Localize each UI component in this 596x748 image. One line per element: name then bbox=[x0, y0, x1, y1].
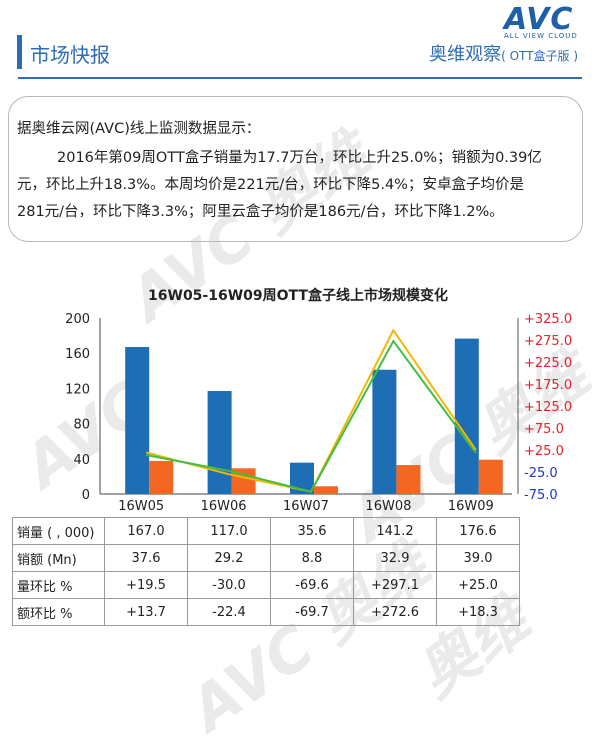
sales-amount-bar bbox=[396, 465, 421, 494]
table-cell: 37.6 bbox=[104, 544, 188, 572]
summary-body: 2016年第09周OTT盒子销量为17.7万台，环比上升25.0%；销额为0.3… bbox=[17, 145, 577, 226]
logo-tagline: ALL VIEW CLOUD bbox=[504, 32, 578, 40]
table-cell: -22.4 bbox=[187, 598, 271, 626]
amount-change-line bbox=[146, 339, 477, 493]
table-cell: 35.6 bbox=[270, 517, 354, 545]
table-cell: +25.0 bbox=[436, 571, 520, 599]
series-name: 奥维观察 bbox=[429, 44, 502, 65]
y2-tick-label: +325.0 bbox=[524, 312, 572, 327]
sales-amount-bar bbox=[149, 460, 174, 494]
data-table: 销量 ( , 000) 167.0 117.0 35.6 141.2 176.6 销额 (M… bbox=[12, 517, 520, 626]
table-cell: 8.8 bbox=[270, 544, 354, 572]
sales-volume-bar bbox=[454, 338, 479, 494]
table-cell: 141.2 bbox=[353, 517, 437, 545]
table-cell: +18.3 bbox=[436, 598, 520, 626]
sales-amount-bar bbox=[314, 486, 338, 494]
table-cell: +272.6 bbox=[353, 598, 437, 626]
header-divider bbox=[18, 77, 582, 79]
table-row: 量环比 % +19.5 -30.0 -69.6 +297.1 +25.0 bbox=[12, 571, 520, 599]
table-cell: 39.0 bbox=[436, 544, 520, 572]
y2-tick-label: +225.0 bbox=[524, 356, 572, 371]
chart-title: 16W05-16W09周OTT盒子线上市场规模变化 bbox=[148, 288, 448, 304]
table-cell: +297.1 bbox=[353, 571, 437, 599]
sales-volume-bar bbox=[372, 369, 397, 494]
x-tick-label: 16W07 bbox=[283, 499, 329, 514]
table-cell: 176.6 bbox=[436, 517, 520, 545]
table-row: 销额 (Mn) 37.6 29.2 8.8 32.9 39.0 bbox=[12, 544, 520, 572]
summary-heading: 据奥维云网(AVC)线上监测数据显示： bbox=[17, 121, 261, 137]
summary-line: 281元/台，环比下降3.3%；阿里云盒子均价是186元/台，环比下降1.2%。 bbox=[17, 204, 504, 220]
y-tick-label: 80 bbox=[73, 418, 90, 433]
x-tick-label: 16W09 bbox=[448, 499, 494, 514]
row-label: 额环比 % bbox=[12, 598, 105, 626]
y2-tick-label: +25.0 bbox=[524, 444, 564, 459]
y2-tick-label: +275.0 bbox=[524, 334, 572, 349]
table-cell: 167.0 bbox=[104, 517, 188, 545]
summary-box: 据奥维云网(AVC)线上监测数据显示： 2016年第09周OTT盒子销量为17.… bbox=[8, 96, 583, 242]
table-cell: +13.7 bbox=[104, 598, 188, 626]
row-label: 销量 ( , 000) bbox=[12, 517, 105, 545]
table-cell: 117.0 bbox=[187, 517, 271, 545]
series-title: 奥维观察( OTT盒子版 ) bbox=[429, 40, 578, 66]
row-label: 量环比 % bbox=[12, 571, 105, 599]
x-tick-label: 16W08 bbox=[365, 499, 411, 514]
y-tick-label: 160 bbox=[65, 347, 90, 362]
table-cell: +19.5 bbox=[104, 571, 188, 599]
table-cell: 32.9 bbox=[353, 544, 437, 572]
table-cell: -69.6 bbox=[270, 571, 354, 599]
y2-tick-label: -75.0 bbox=[524, 488, 558, 503]
page-title: 市场快报 bbox=[30, 43, 110, 67]
sales-volume-bar bbox=[125, 347, 150, 494]
summary-line: 元，环比上升18.3%。本周均价是221元/台，环比下降5.4%；安卓盒子均价是 bbox=[17, 177, 524, 193]
x-tick-label: 16W06 bbox=[201, 499, 247, 514]
table-cell: -69.7 bbox=[270, 598, 354, 626]
table-row: 销量 ( , 000) 167.0 117.0 35.6 141.2 176.6 bbox=[12, 517, 520, 545]
table-row: 额环比 % +13.7 -22.4 -69.7 +272.6 +18.3 bbox=[12, 598, 520, 626]
row-label: 销额 (Mn) bbox=[12, 544, 105, 572]
y2-tick-label: +125.0 bbox=[524, 400, 572, 415]
table-cell: -30.0 bbox=[187, 571, 271, 599]
avc-logo: AVC ALL VIEW CLOUD bbox=[502, 2, 590, 44]
sales-amount-bar bbox=[478, 459, 503, 494]
sales-volume-bar bbox=[207, 391, 232, 494]
title-accent-bar bbox=[17, 35, 22, 69]
series-subtitle: ( OTT盒子版 ) bbox=[501, 49, 578, 63]
y-tick-label: 0 bbox=[82, 488, 90, 503]
logo-wordmark: AVC bbox=[504, 2, 574, 37]
y2-tick-label: -25.0 bbox=[524, 466, 558, 481]
x-tick-label: 16W05 bbox=[118, 499, 164, 514]
y-tick-label: 120 bbox=[65, 382, 90, 397]
y-tick-label: 200 bbox=[65, 312, 90, 327]
y2-tick-label: +175.0 bbox=[524, 378, 572, 393]
ott-market-chart: 0 40 80 120 160 200 -75.0 -25.0 +25.0 +75.0 +125.0… bbox=[65, 312, 572, 514]
y-tick-label: 40 bbox=[73, 453, 90, 468]
y2-tick-label: +75.0 bbox=[524, 422, 564, 437]
summary-line: 2016年第09周OTT盒子销量为17.7万台，环比上升25.0%；销额为0.3… bbox=[57, 150, 542, 166]
table-cell: 29.2 bbox=[187, 544, 271, 572]
